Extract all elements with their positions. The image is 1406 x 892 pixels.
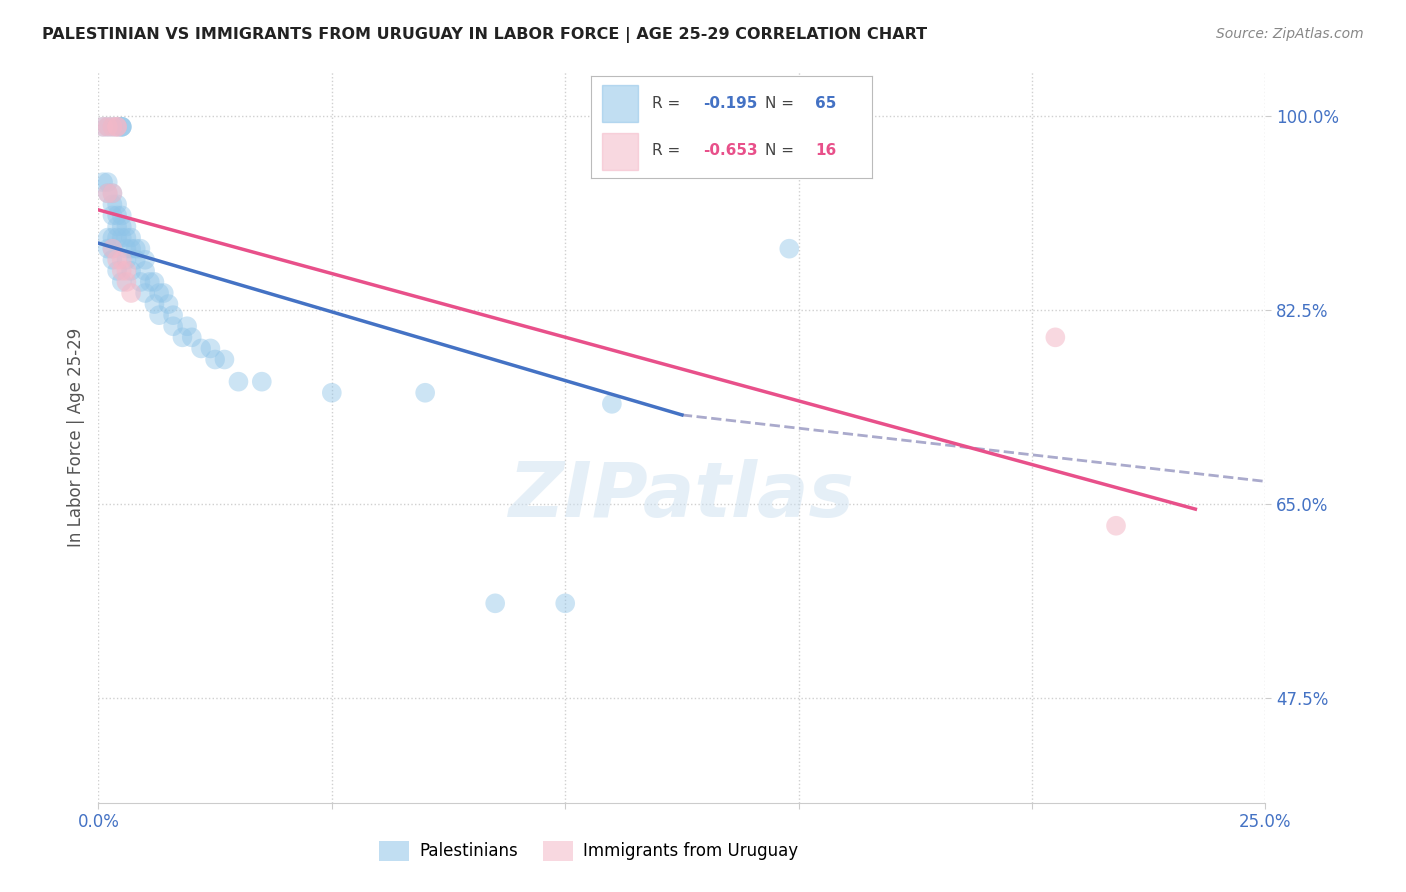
Point [111,120,134,134]
Point [143,297,166,311]
Point [101,230,124,244]
Text: Source: ZipAtlas.com: Source: ZipAtlas.com [1216,27,1364,41]
Point [105,209,128,223]
Point [101,120,124,134]
Point [101,242,124,256]
Point [101,197,124,211]
Point [115,242,138,256]
Point [120,230,142,244]
Point [91,120,114,134]
Point [778,242,800,256]
Point [152,285,174,300]
Point [111,120,134,134]
Y-axis label: In Labor Force | Age 25-29: In Labor Force | Age 25-29 [66,327,84,547]
Point [97,242,120,256]
Point [162,319,184,334]
Point [554,596,576,610]
Point [105,264,128,278]
Point [111,264,134,278]
Point [97,175,120,189]
Text: ZIPatlas: ZIPatlas [509,458,855,533]
Point [101,209,124,223]
Point [115,230,138,244]
Point [172,330,194,344]
Point [129,275,152,289]
Point [101,186,124,201]
Point [120,285,142,300]
Text: R =: R = [652,144,686,158]
Point [120,242,142,256]
Point [120,264,142,278]
FancyBboxPatch shape [602,133,638,170]
Point [105,219,128,234]
Point [111,219,134,234]
Text: -0.653: -0.653 [703,144,758,158]
Point [97,186,120,201]
Point [600,397,623,411]
Point [115,252,138,267]
Point [143,275,166,289]
Point [148,285,170,300]
Text: -0.195: -0.195 [703,96,758,111]
Point [413,385,436,400]
Text: 16: 16 [815,144,837,158]
Point [97,230,120,244]
Text: N =: N = [765,96,799,111]
Point [105,252,128,267]
Point [111,252,134,267]
FancyBboxPatch shape [602,85,638,122]
Point [139,275,162,289]
Point [115,264,138,278]
Point [115,275,138,289]
Point [101,252,124,267]
Point [321,385,343,400]
Point [125,252,148,267]
Point [97,120,120,134]
Text: PALESTINIAN VS IMMIGRANTS FROM URUGUAY IN LABOR FORCE | AGE 25-29 CORRELATION CH: PALESTINIAN VS IMMIGRANTS FROM URUGUAY I… [42,27,928,43]
Point [101,186,124,201]
Point [97,186,120,201]
Point [228,375,250,389]
Point [101,242,124,256]
Point [105,120,128,134]
Point [125,242,148,256]
Point [157,297,180,311]
Point [115,219,138,234]
Point [111,275,134,289]
Point [97,120,120,134]
Point [105,120,128,134]
Point [134,252,156,267]
Point [176,319,198,334]
Point [105,230,128,244]
Point [105,120,128,134]
Point [200,342,222,356]
Point [105,197,128,211]
Point [129,242,152,256]
Point [91,120,114,134]
Point [162,308,184,322]
Point [204,352,226,367]
Point [134,285,156,300]
Point [1105,518,1128,533]
Point [214,352,236,367]
Point [134,264,156,278]
Point [250,375,273,389]
Point [111,230,134,244]
Point [101,120,124,134]
Text: N =: N = [765,144,799,158]
Point [1045,330,1067,344]
Legend: Palestinians, Immigrants from Uruguay: Palestinians, Immigrants from Uruguay [373,834,804,868]
Point [484,596,506,610]
Text: 65: 65 [815,96,837,111]
Point [111,209,134,223]
Point [148,308,170,322]
Point [180,330,202,344]
Point [91,175,114,189]
Text: R =: R = [652,96,686,111]
Point [111,120,134,134]
Point [190,342,212,356]
